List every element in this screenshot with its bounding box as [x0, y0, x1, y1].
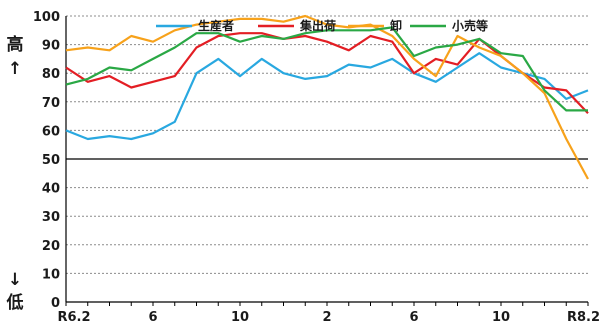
y-tick-label-10: 10: [42, 267, 60, 282]
y-tick-label-40: 40: [42, 182, 60, 197]
y-tick-label-50: 50: [42, 153, 60, 168]
series-line-1: [65, 52, 589, 141]
side-labels: 高 ↑ ↓ 低: [6, 34, 24, 313]
grid-lines: [66, 15, 588, 274]
y-tick-label-70: 70: [42, 96, 60, 111]
y-tick-label-80: 80: [42, 67, 60, 82]
legend-label: 卸: [390, 18, 402, 33]
y-tick-label-90: 90: [42, 39, 60, 54]
down-arrow-icon: ↓: [8, 270, 22, 290]
legend-label: 集出荷: [299, 18, 336, 33]
y-tick-label-100: 100: [33, 10, 60, 25]
legend: 生産者 集出荷 卸 小売等: [156, 18, 488, 33]
series-line-3: [65, 14, 589, 180]
low-label: 低: [6, 292, 24, 313]
legend-label: 生産者: [198, 18, 234, 33]
x-tick-label: 10: [231, 310, 249, 325]
series-lines: [65, 14, 589, 180]
axes: 0 10 20 30 40 50 60 70 80 90 100 R6.2 6 10 2 6 10 R8.2: [33, 10, 600, 325]
y-tick-label-0: 0: [51, 296, 60, 311]
x-tick-label: 10: [492, 310, 510, 325]
high-label: 高: [7, 34, 24, 55]
legend-label: 小売等: [452, 18, 488, 33]
x-tick-label: 2: [322, 310, 331, 325]
x-tick-label: 6: [148, 310, 157, 325]
y-tick-label-20: 20: [42, 239, 60, 254]
up-arrow-icon: ↑: [8, 59, 22, 79]
x-tick-label: 6: [409, 310, 418, 325]
series-line-4: [65, 26, 588, 112]
y-tick-label-60: 60: [42, 124, 60, 139]
y-tick-label-30: 30: [42, 210, 60, 225]
x-tick-label: R8.2: [567, 310, 600, 325]
x-tick-label: R6.2: [57, 310, 90, 325]
